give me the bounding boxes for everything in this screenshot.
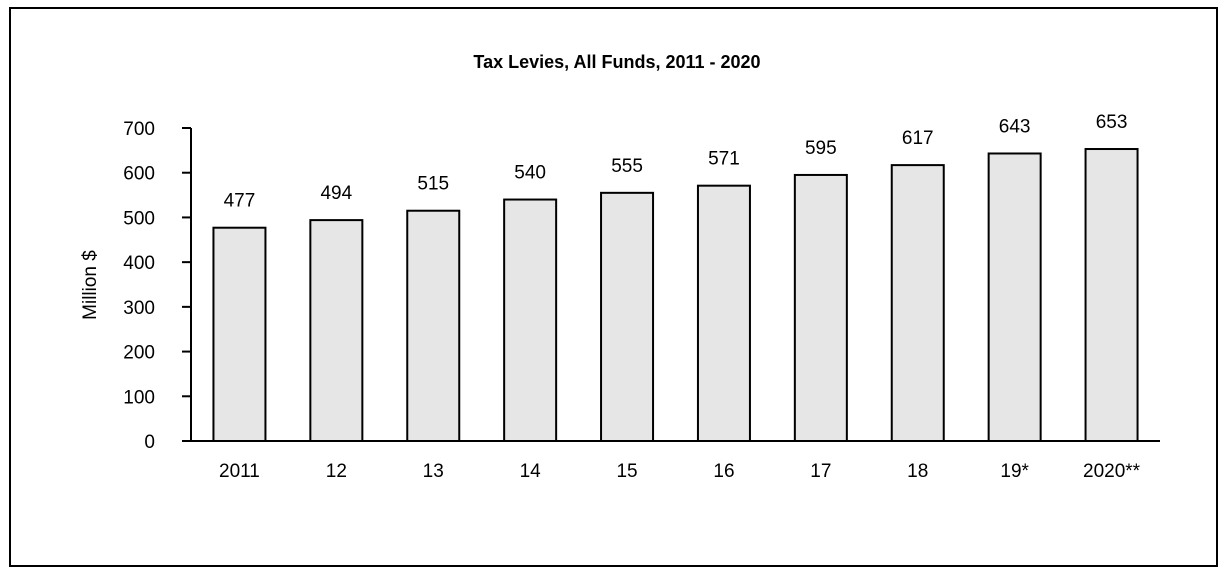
bar [1084, 148, 1139, 442]
bars: 477 494 515 540 555 571 595 617 643 653 [212, 112, 1139, 442]
x-tick-label: 12 [326, 461, 347, 482]
x-tick-label: 2020** [1083, 461, 1141, 482]
y-axis-label: Million $ [80, 250, 101, 320]
x-tick-label: 17 [810, 461, 831, 482]
x-tick-label: 19* [1000, 461, 1029, 482]
y-axis: 0 100 200 300 400 500 600 700 [123, 119, 192, 453]
x-tick-label: 13 [423, 461, 444, 482]
data-label: 595 [805, 138, 837, 159]
data-label: 555 [611, 156, 643, 177]
x-tick-label: 16 [713, 461, 734, 482]
data-label: 571 [708, 149, 740, 170]
x-tick-label: 18 [907, 461, 928, 482]
x-axis: 2011 12 13 14 15 16 17 18 19* 2020** [182, 440, 1160, 482]
y-tick-label: 300 [123, 298, 155, 319]
bar [503, 198, 558, 442]
x-tick-label: 14 [520, 461, 542, 482]
bar [600, 191, 655, 442]
bar [212, 226, 267, 442]
bar [406, 209, 461, 442]
bar-chart: Tax Levies, All Funds, 2011 - 2020 Milli… [80, 52, 1160, 482]
x-tick-label: 2011 [219, 461, 260, 482]
y-tick-label: 100 [123, 387, 155, 408]
x-tick-label: 15 [616, 461, 637, 482]
y-tick-label: 600 [123, 164, 155, 185]
bar [309, 219, 364, 442]
chart-title: Tax Levies, All Funds, 2011 - 2020 [473, 52, 760, 72]
y-tick-label: 0 [144, 432, 155, 453]
data-label: 515 [417, 174, 449, 195]
bar [890, 164, 945, 442]
data-label: 643 [999, 116, 1031, 137]
y-tick-label: 400 [123, 253, 155, 274]
bar [696, 184, 751, 442]
bar [987, 152, 1042, 442]
bar [793, 173, 848, 442]
data-label: 540 [514, 163, 546, 184]
data-label: 494 [320, 183, 352, 204]
data-label: 653 [1096, 112, 1128, 133]
y-tick-label: 500 [123, 208, 155, 229]
data-label: 617 [902, 128, 934, 149]
y-tick-label: 700 [123, 119, 155, 140]
y-tick-label: 200 [123, 343, 155, 364]
data-label: 477 [224, 191, 256, 212]
